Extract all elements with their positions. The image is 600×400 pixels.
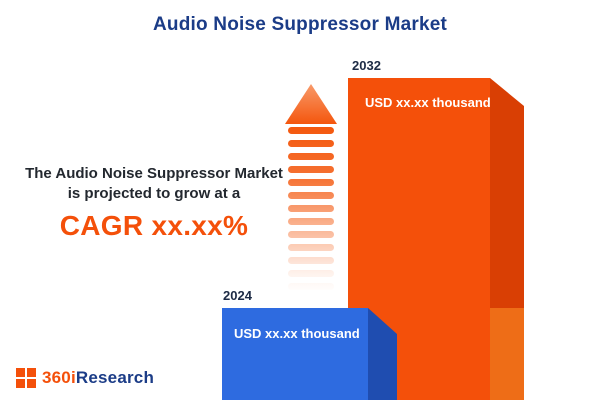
bar-2032-value: USD xx.xx thousand [365,95,491,110]
growth-arrow-trail [288,127,334,293]
arrow-stripe [288,218,334,225]
arrow-stripe [288,244,334,251]
market-description: The Audio Noise Suppressor Market is pro… [8,164,300,244]
bar-2032-label: 2032 [352,58,381,73]
arrow-head-shape [285,84,337,124]
arrow-stripe [288,205,334,212]
bar-2024-label: 2024 [223,288,252,303]
page-title: Audio Noise Suppressor Market [152,14,448,35]
arrow-stripe [288,153,334,160]
description-line1: The Audio Noise Suppressor Market [25,165,283,182]
logo-suffix: Research [75,368,155,387]
arrow-stripe [288,179,334,186]
arrow-stripe [288,192,334,199]
logo-prefix: 360i [42,368,76,387]
logo-text: 360iResearch [42,368,154,388]
description-line2: is projected to grow at a [67,184,241,202]
arrow-stripe [288,127,334,134]
arrow-stripe [288,257,334,264]
arrow-stripe [288,270,334,277]
growth-arrow-icon [285,84,337,124]
arrow-stripe [288,166,334,173]
bar-2032-side-face [490,78,524,400]
cagr-value: CAGR xx.xx% [59,210,249,241]
bar-2024 [222,308,368,400]
arrow-stripe [288,283,334,290]
brand-logo: 360iResearch [16,368,154,388]
logo-grid-icon [16,368,36,388]
bar-2024-value: USD xx.xx thousand [234,326,360,341]
arrow-stripe [288,231,334,238]
arrow-stripe [288,140,334,147]
